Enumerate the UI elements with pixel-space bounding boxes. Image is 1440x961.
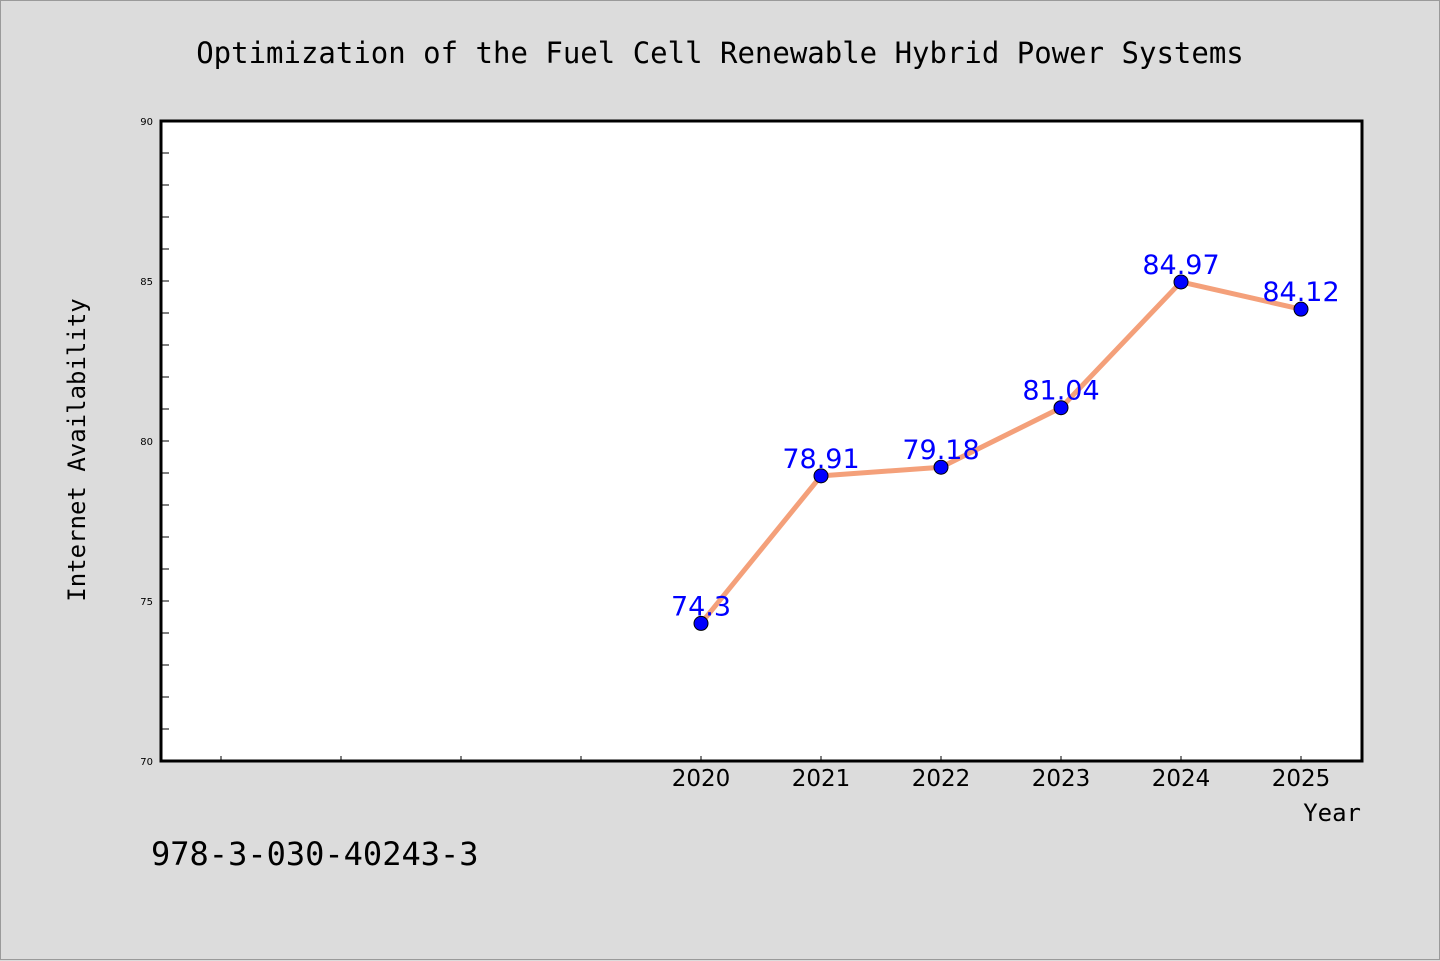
y-axis-label: Internet Availability xyxy=(63,298,91,601)
x-tick-label: 2020 xyxy=(672,766,731,792)
data-point xyxy=(813,468,829,484)
series-layer xyxy=(693,274,1309,631)
series-line xyxy=(699,279,1302,625)
data-label: 84.97 xyxy=(1142,250,1219,281)
data-label: 74.3 xyxy=(671,591,731,622)
plot-area xyxy=(159,119,1364,763)
y-tick-label: 75 xyxy=(140,597,153,608)
data-label: 84.12 xyxy=(1262,277,1339,308)
x-tick-label: 2025 xyxy=(1272,766,1331,792)
y-tick-label: 85 xyxy=(140,277,153,288)
data-labels: 74.3 78.91 79.18 81.04 84.97 84.12 xyxy=(671,250,1340,622)
x-axis-label: Year xyxy=(1303,799,1361,827)
isbn-footer: 978-3-030-40243-3 xyxy=(151,835,479,873)
x-tick-label: 2021 xyxy=(792,766,851,792)
y-axis: 70 75 80 85 90 xyxy=(140,117,169,768)
chart-title: Optimization of the Fuel Cell Renewable … xyxy=(196,36,1244,70)
data-point xyxy=(693,615,709,631)
x-axis: 2020 2021 2022 2023 2024 2025 xyxy=(220,756,1331,792)
y-tick-label: 80 xyxy=(140,437,153,448)
data-point xyxy=(1173,274,1189,290)
x-tick-label: 2022 xyxy=(912,766,971,792)
data-label: 78.91 xyxy=(782,444,859,475)
x-tick-label: 2023 xyxy=(1032,766,1091,792)
data-label: 79.18 xyxy=(902,435,979,466)
data-point xyxy=(933,459,949,475)
y-tick-label: 90 xyxy=(140,117,153,128)
data-point xyxy=(1293,301,1309,317)
data-label: 81.04 xyxy=(1022,376,1099,407)
x-tick-label: 2024 xyxy=(1152,766,1211,792)
y-tick-label: 70 xyxy=(140,757,153,768)
data-point xyxy=(1053,400,1069,416)
